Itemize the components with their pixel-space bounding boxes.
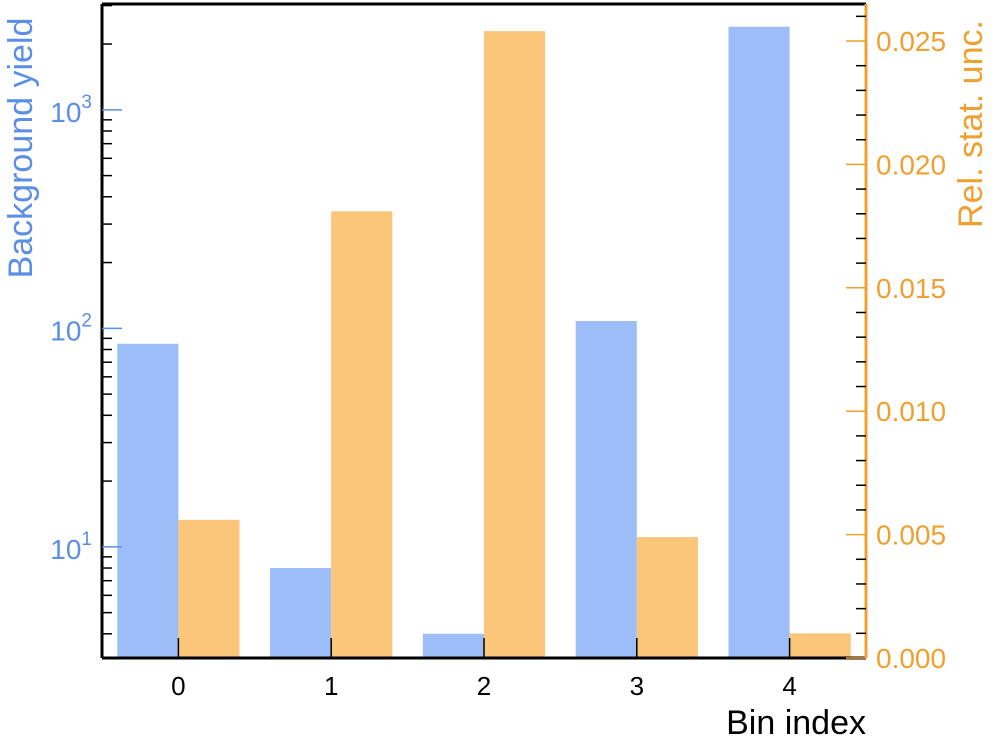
right-tick-label: 0.020 [876, 149, 946, 180]
left-tick-label: 102 [50, 310, 92, 346]
bar-series1-bin0 [178, 519, 240, 658]
bar-series1-bin4 [789, 633, 851, 658]
x-tick-label: 1 [324, 671, 338, 701]
x-axis-ticks: 0 1 2 3 4 [171, 638, 797, 701]
right-tick-label: 0.000 [876, 643, 946, 674]
left-axis-label: Background yield [2, 18, 40, 279]
x-tick-label: 4 [782, 671, 796, 701]
x-tick-label: 0 [171, 671, 185, 701]
bar-series1-bin3 [636, 537, 698, 658]
bar-series0-bin4 [728, 26, 790, 658]
right-axis-ticks: 0.000 0.005 0.010 0.015 0.020 0.025 [846, 15, 946, 674]
left-tick-label: 101 [50, 529, 92, 565]
bars-layer [117, 26, 851, 659]
plot-frame [100, 2, 868, 660]
bar-series0-bin0 [117, 343, 179, 658]
x-tick-label: 3 [630, 671, 644, 701]
right-axis-label: Rel. stat. unc. [952, 20, 990, 228]
left-tick-label: 103 [50, 92, 92, 128]
bar-series0-bin3 [575, 321, 637, 658]
bar-series0-bin1 [270, 568, 332, 658]
right-tick-label: 0.010 [876, 396, 946, 427]
x-axis-label: Bin index [726, 704, 866, 742]
right-tick-label: 0.015 [876, 273, 946, 304]
right-tick-label: 0.005 [876, 520, 946, 551]
bar-series1-bin1 [331, 211, 393, 658]
left-axis-ticks: 101 102 103 [50, 4, 122, 635]
bar-series0-bin2 [422, 633, 484, 658]
x-tick-label: 2 [477, 671, 491, 701]
bar-series1-bin2 [484, 31, 546, 659]
right-tick-label: 0.025 [876, 26, 946, 57]
